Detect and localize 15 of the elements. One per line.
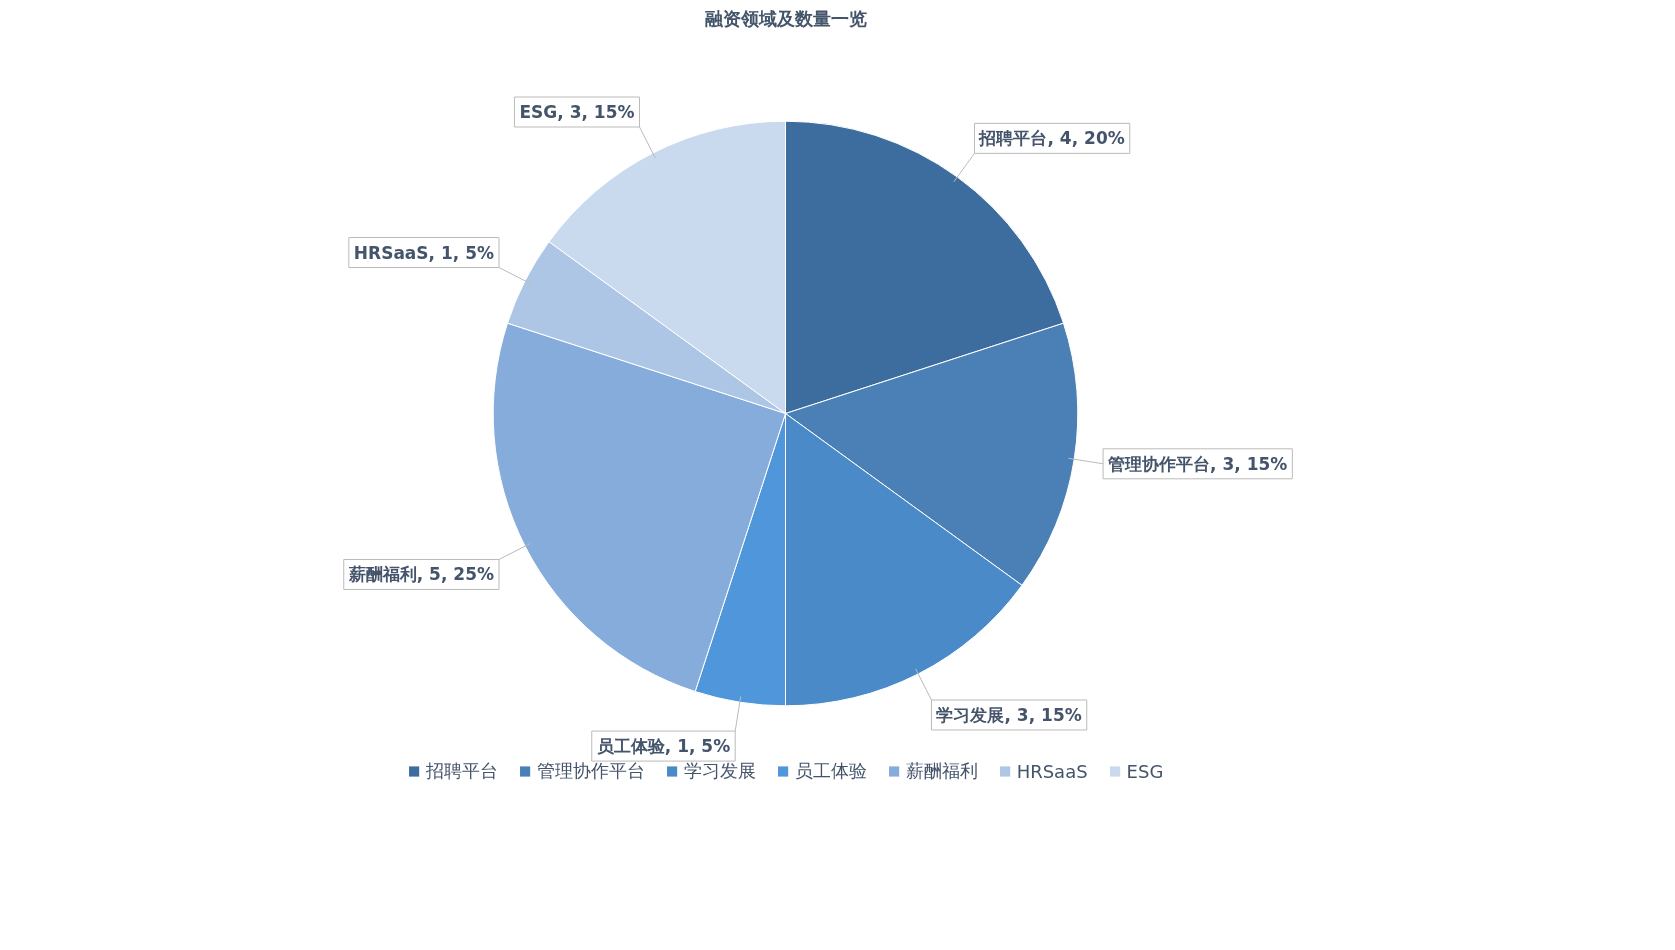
legend-label: ESG [1126, 760, 1164, 782]
data-label: ESG, 3, 15% [519, 102, 635, 123]
data-label: 学习发展, 3, 15% [936, 704, 1082, 725]
chart-title: 融资领域及数量一览 [704, 7, 867, 29]
data-label: 薪酬福利, 5, 25% [347, 564, 495, 585]
legend-label: 薪酬福利 [905, 759, 978, 783]
legend-label: 管理协作平台 [536, 759, 645, 783]
data-label: 员工体验, 1, 5% [596, 736, 731, 757]
legend-label: 员工体验 [794, 759, 867, 783]
legend-label: 学习发展 [683, 759, 756, 783]
data-label: 招聘平台, 4, 20% [978, 128, 1125, 149]
legend-label: HRSaaS [1016, 760, 1088, 782]
data-label: 管理协作平台, 3, 15% [1107, 453, 1288, 474]
legend-label: 招聘平台 [425, 759, 498, 783]
data-label: HRSaaS, 1, 5% [353, 242, 495, 263]
